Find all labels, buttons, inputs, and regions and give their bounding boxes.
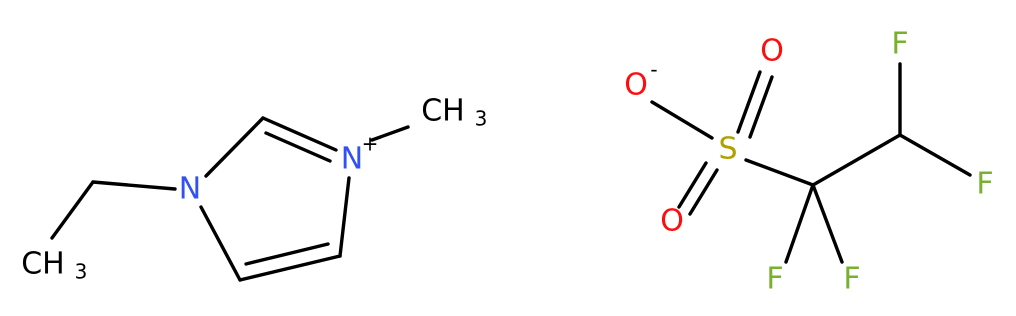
bond [238, 254, 342, 282]
atom-subscript: 3 [75, 260, 88, 284]
atom-label: F [843, 262, 860, 297]
atom-label: O [624, 68, 648, 103]
atom-label: N [341, 142, 363, 177]
bonds [50, 62, 972, 282]
atom-charge: - [650, 58, 657, 82]
atom-label: CH [21, 247, 65, 282]
bond [898, 133, 972, 177]
atom-label: O [760, 34, 784, 69]
bond [338, 176, 351, 258]
bond [204, 116, 265, 178]
atom-label: F [766, 262, 783, 297]
bond [244, 242, 330, 266]
atom-label: F [976, 167, 993, 202]
bond [370, 125, 410, 142]
atom-label: N [179, 172, 201, 207]
atom-label: CH [421, 94, 465, 129]
bond [199, 205, 242, 282]
atom-charge: + [362, 132, 379, 156]
atom-label: O [660, 204, 684, 239]
atom-subscript: 3 [475, 107, 488, 131]
bond [50, 180, 95, 240]
bond [261, 116, 338, 152]
bond [811, 183, 844, 264]
bond [811, 133, 902, 187]
bond [650, 100, 714, 140]
bond [688, 168, 719, 216]
atom-label: S [718, 132, 737, 167]
bond [736, 70, 762, 134]
bond [264, 131, 332, 163]
bond [744, 158, 815, 187]
bond [91, 180, 177, 191]
atom-label: F [891, 27, 908, 62]
bond [784, 183, 815, 264]
bond [748, 75, 774, 139]
bond [677, 161, 708, 209]
